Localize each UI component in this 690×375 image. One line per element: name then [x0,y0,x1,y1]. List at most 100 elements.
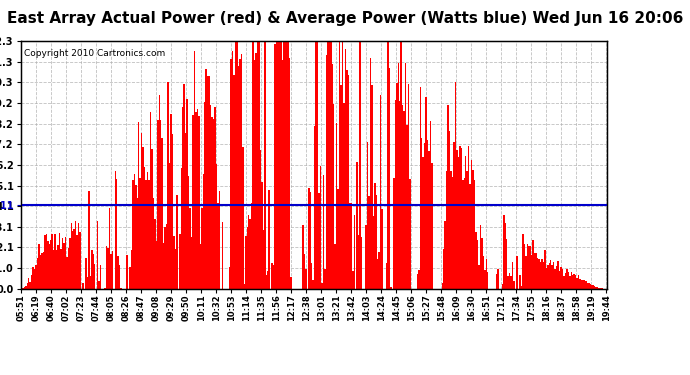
Bar [167,82,169,289]
Bar [262,182,263,289]
Bar [586,283,588,289]
Bar [207,76,208,289]
Bar [175,249,176,289]
Bar [495,274,497,289]
Bar [543,262,544,289]
Bar [250,219,251,289]
Bar [600,288,602,289]
Bar [396,83,397,289]
Bar [107,248,109,289]
Bar [598,288,600,289]
Bar [449,131,451,289]
Bar [219,190,220,289]
Bar [119,265,121,289]
Bar [146,180,147,289]
Bar [357,162,358,289]
Bar [204,102,206,289]
Bar [585,281,586,289]
Bar [254,60,255,289]
Bar [176,195,177,289]
Bar [47,241,48,289]
Bar [56,250,57,289]
Bar [480,225,481,289]
Bar [509,273,511,289]
Bar [244,284,245,289]
Bar [397,63,399,289]
Bar [69,238,70,289]
Bar [216,164,217,289]
Bar [469,184,471,289]
Bar [263,230,264,289]
Bar [60,249,62,289]
Bar [115,171,116,289]
Bar [75,221,77,289]
Bar [189,208,190,289]
Bar [351,202,352,289]
Bar [239,59,241,289]
Bar [157,120,159,289]
Bar [375,195,377,289]
Bar [456,150,457,289]
Bar [486,259,487,289]
Bar [418,270,420,289]
Bar [86,258,87,289]
Bar [349,203,351,289]
Bar [190,237,193,289]
Bar [387,37,388,289]
Bar [169,164,170,289]
Bar [104,288,106,289]
Bar [478,265,480,289]
Bar [232,51,233,289]
Bar [315,36,317,289]
Bar [154,219,156,289]
Bar [374,183,375,289]
Bar [308,188,310,289]
Bar [502,284,503,289]
Bar [276,36,277,289]
Text: Copyright 2010 Cartronics.com: Copyright 2010 Cartronics.com [23,49,165,58]
Bar [516,255,518,289]
Bar [353,215,355,289]
Bar [92,254,94,289]
Bar [584,280,585,289]
Bar [455,82,456,289]
Bar [348,75,349,289]
Bar [538,259,540,289]
Bar [332,64,333,289]
Bar [163,243,164,289]
Bar [533,240,534,289]
Bar [572,275,573,289]
Bar [66,257,68,289]
Bar [179,234,181,289]
Bar [214,107,216,289]
Bar [526,244,528,289]
Bar [53,250,55,289]
Bar [593,285,594,289]
Bar [213,119,214,289]
Bar [197,109,198,289]
Bar [508,276,509,289]
Bar [91,250,92,289]
Bar [245,236,246,289]
Bar [371,85,373,289]
Bar [156,241,157,289]
Bar [345,50,346,289]
Bar [425,97,427,289]
Bar [346,70,348,289]
Bar [503,215,504,289]
Bar [50,240,52,289]
Bar [246,227,248,289]
Bar [94,264,95,289]
Bar [428,151,430,289]
Bar [370,58,371,289]
Bar [595,287,597,289]
Text: East Array Actual Power (red) & Average Power (Watts blue) Wed Jun 16 20:06: East Array Actual Power (red) & Average … [7,11,683,26]
Bar [126,255,128,289]
Bar [135,185,137,289]
Bar [241,54,242,289]
Bar [22,288,23,289]
Bar [575,275,576,289]
Bar [400,36,402,289]
Bar [72,231,73,289]
Bar [427,140,428,289]
